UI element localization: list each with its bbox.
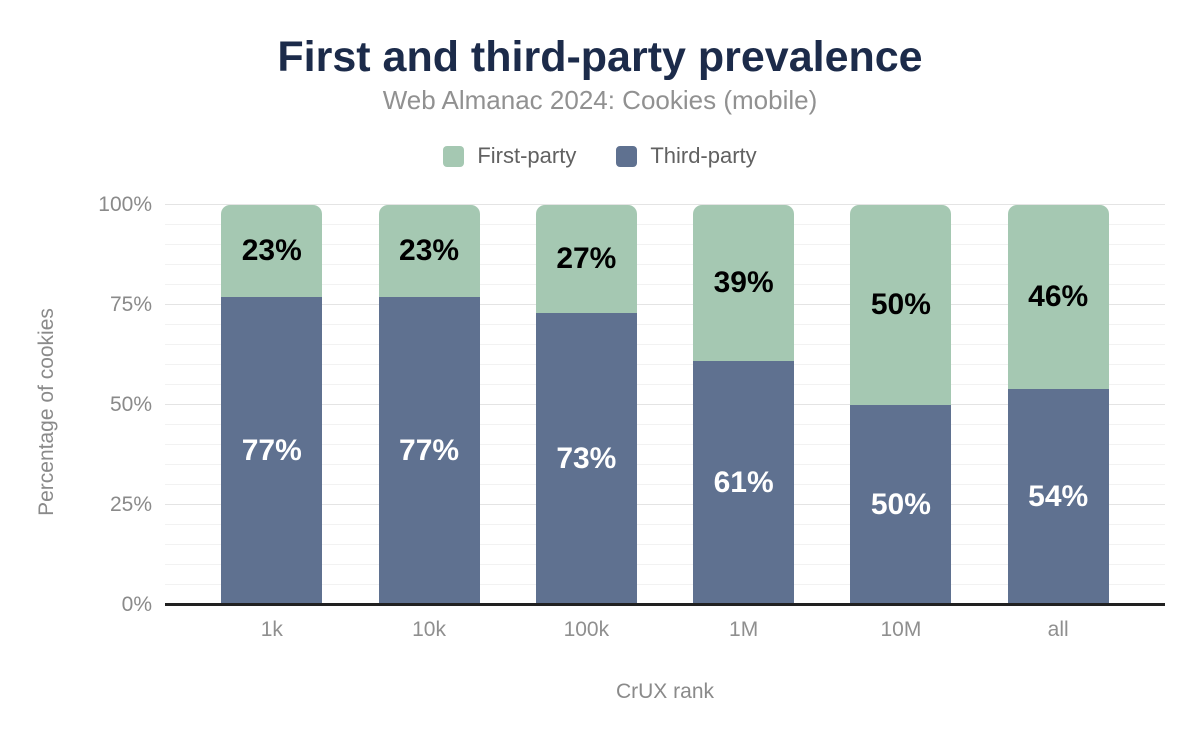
legend-swatch-third-party bbox=[616, 145, 638, 167]
bar-all: 54% 46% bbox=[1007, 205, 1109, 605]
gridline bbox=[165, 564, 1165, 565]
bar-100k: 73% 27% bbox=[535, 205, 637, 605]
bar-10m: 50% 50% bbox=[850, 205, 952, 605]
bar-value-label: 50% bbox=[870, 288, 931, 321]
gridline bbox=[165, 244, 1165, 245]
legend-item-first-party: First-party bbox=[443, 143, 576, 169]
bar-segment-first-party[interactable]: 39% bbox=[693, 205, 795, 361]
bar-value-label: 77% bbox=[399, 434, 460, 467]
x-axis-tick-label: 10k bbox=[412, 618, 446, 641]
bar-1m: 61% 39% bbox=[693, 205, 795, 605]
gridline bbox=[165, 524, 1165, 525]
gridline bbox=[165, 224, 1165, 225]
bar-10k: 77% 23% bbox=[378, 205, 480, 605]
gridline bbox=[165, 504, 1165, 505]
x-axis-tick-label: 1M bbox=[729, 618, 759, 641]
bar-value-label: 54% bbox=[1028, 480, 1089, 513]
bar-segment-first-party[interactable]: 50% bbox=[850, 205, 952, 405]
bar-segment-third-party[interactable]: 77% bbox=[221, 297, 323, 605]
y-axis-tick-label: 75% bbox=[109, 293, 152, 316]
gridline bbox=[165, 284, 1165, 285]
bar-value-label: 61% bbox=[713, 466, 774, 499]
gridline bbox=[165, 444, 1165, 445]
x-axis-tick-label: 100k bbox=[563, 618, 610, 641]
legend-label: First-party bbox=[477, 143, 577, 168]
bar-segment-third-party[interactable]: 61% bbox=[693, 361, 795, 605]
bar-value-label: 46% bbox=[1028, 280, 1089, 313]
bar-1k: 77% 23% bbox=[221, 205, 323, 605]
gridline bbox=[165, 204, 1165, 205]
chart-subtitle: Web Almanac 2024: Cookies (mobile) bbox=[382, 85, 818, 115]
x-axis-line bbox=[165, 603, 1165, 606]
x-axis-tick-label: all bbox=[1047, 618, 1069, 641]
y-axis-ticks: 0% 25% 50% 75% 100% bbox=[0, 193, 152, 616]
bars-container: 77% 23% 77% 23% 73% 27% 61% 39% 50% 50% 54% 46% bbox=[165, 205, 1165, 605]
x-axis-tick-label: 10M bbox=[880, 618, 922, 641]
bar-value-label: 39% bbox=[713, 266, 774, 299]
bar-segment-third-party[interactable]: 54% bbox=[1007, 389, 1109, 605]
gridline bbox=[165, 424, 1165, 425]
y-axis-tick-label: 50% bbox=[109, 393, 152, 416]
bar-segment-third-party[interactable]: 50% bbox=[850, 405, 952, 605]
gridline bbox=[165, 584, 1165, 585]
bar-segment-first-party[interactable]: 23% bbox=[221, 205, 323, 297]
bar-value-label: 73% bbox=[556, 442, 617, 475]
gridline bbox=[165, 404, 1165, 405]
bar-segment-first-party[interactable]: 27% bbox=[535, 205, 637, 313]
y-axis-tick-label: 0% bbox=[121, 593, 152, 616]
gridline bbox=[165, 544, 1165, 545]
gridline bbox=[165, 264, 1165, 265]
gridline bbox=[165, 464, 1165, 465]
chart-title: First and third-party prevalence bbox=[277, 33, 923, 81]
x-axis-ticks: 1k 10k 100k 1M 10M all bbox=[165, 618, 1165, 642]
plot-area: 77% 23% 77% 23% 73% 27% 61% 39% 50% 50% 54% 46% bbox=[165, 204, 1165, 606]
x-axis-tick-label: 1k bbox=[260, 618, 283, 641]
gridline bbox=[165, 304, 1165, 305]
gridline bbox=[165, 364, 1165, 365]
gridline bbox=[165, 324, 1165, 325]
legend-swatch-first-party bbox=[443, 145, 465, 167]
bar-value-label: 77% bbox=[241, 434, 302, 467]
bar-segment-third-party[interactable]: 73% bbox=[535, 313, 637, 605]
bar-segment-first-party[interactable]: 23% bbox=[378, 205, 480, 297]
y-axis-tick-label: 100% bbox=[98, 193, 152, 216]
legend-item-third-party: Third-party bbox=[616, 143, 757, 169]
bar-segment-third-party[interactable]: 77% bbox=[378, 297, 480, 605]
y-axis-tick-label: 25% bbox=[109, 493, 152, 516]
x-axis-title: CrUX rank bbox=[615, 680, 715, 703]
gridline bbox=[165, 484, 1165, 485]
bar-segment-first-party[interactable]: 46% bbox=[1007, 205, 1109, 389]
legend-label: Third-party bbox=[650, 143, 757, 168]
legend: First-party Third-party bbox=[0, 143, 1200, 169]
bar-value-label: 23% bbox=[399, 234, 460, 267]
bar-value-label: 27% bbox=[556, 242, 617, 275]
gridline bbox=[165, 384, 1165, 385]
bar-value-label: 50% bbox=[870, 488, 931, 521]
gridline bbox=[165, 344, 1165, 345]
bar-value-label: 23% bbox=[241, 234, 302, 267]
